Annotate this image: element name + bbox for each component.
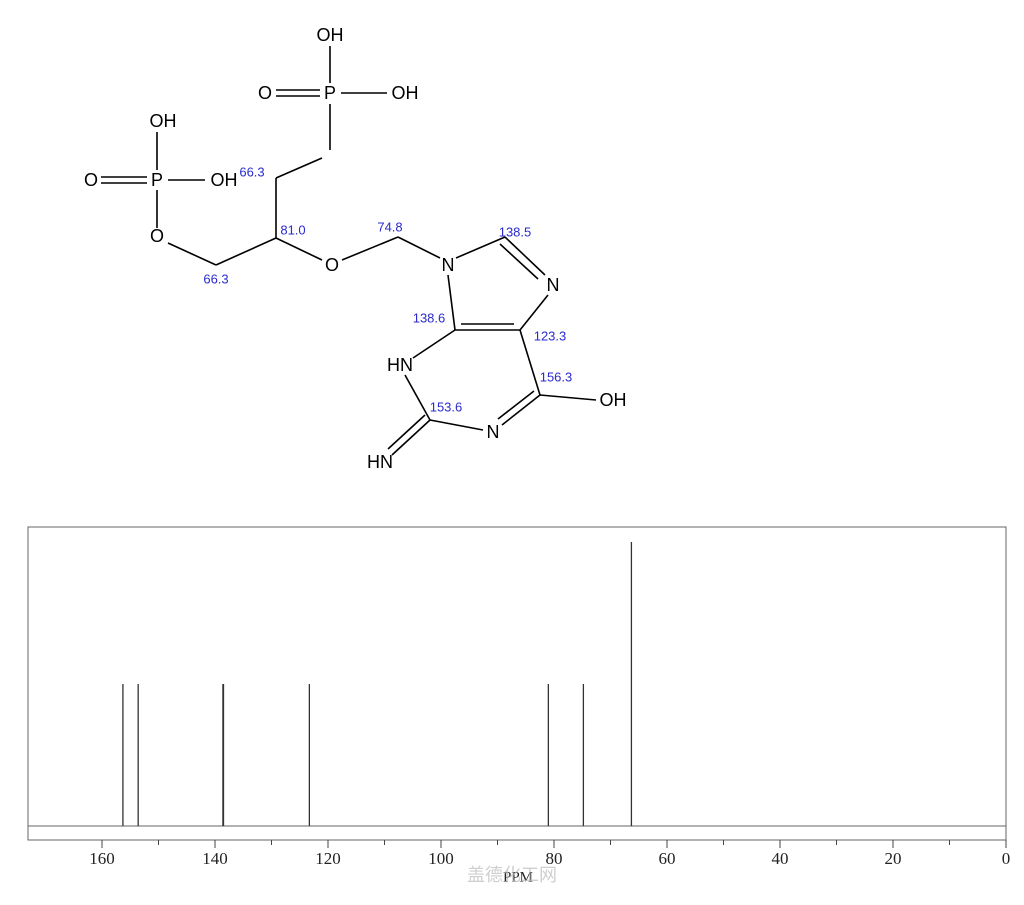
shift-label: 66.3 (203, 271, 228, 286)
x-tick-label: 140 (202, 849, 228, 868)
atom-label: O (150, 226, 164, 246)
shift-label: 138.6 (413, 310, 446, 325)
atom-label: N (487, 422, 500, 442)
x-tick-label: 160 (89, 849, 115, 868)
atom-label: OH (317, 25, 344, 45)
atom-label: HN (387, 355, 413, 375)
x-tick-label: 20 (885, 849, 902, 868)
x-tick-label: 80 (546, 849, 563, 868)
atom-label: P (151, 170, 163, 190)
watermark: 盖德化工网 (467, 865, 557, 886)
shift-label: 153.6 (430, 399, 463, 414)
atom-label: N (547, 275, 560, 295)
x-tick-label: 60 (659, 849, 676, 868)
shift-label: 123.3 (534, 328, 567, 343)
atom-label: OH (150, 111, 177, 131)
molecule: OH O P OH OH O P OH O O N N HN N OH HN 6… (84, 25, 627, 472)
x-tick-label: 100 (428, 849, 454, 868)
spectrum (27, 526, 1007, 841)
x-axis-label: PPM (503, 869, 533, 885)
atom-label: O (258, 83, 272, 103)
shift-label: 74.8 (377, 219, 402, 234)
atom-label: OH (600, 390, 627, 410)
x-tick-label: 0 (1002, 849, 1011, 868)
atom-label: OH (392, 83, 419, 103)
plot-frame (27, 526, 1007, 841)
atom-label: N (442, 255, 455, 275)
bonds (101, 46, 597, 456)
shift-label: 156.3 (540, 369, 573, 384)
atom-label: O (325, 255, 339, 275)
shift-label: 81.0 (280, 222, 305, 237)
atom-label: OH (211, 170, 238, 190)
shift-label: 138.5 (499, 224, 532, 239)
shift-label: 66.3 (239, 164, 264, 179)
x-tick-label: 120 (315, 849, 341, 868)
atom-label: O (84, 170, 98, 190)
atom-label: P (324, 83, 336, 103)
x-tick-label: 40 (772, 849, 789, 868)
atom-label: HN (367, 452, 393, 472)
